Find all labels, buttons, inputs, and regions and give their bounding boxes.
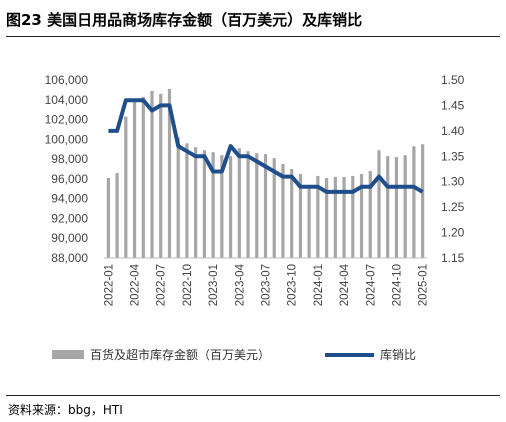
x-axis: 2022-01 2022-04 2022-07 2022-10 2023-01 2023-… bbox=[103, 257, 430, 306]
right-y-tick-label: 1.45 bbox=[441, 98, 465, 112]
x-tick-label: 2023-07 bbox=[261, 264, 273, 306]
legend-label-inventory: 百货及超市库存金额（百万美元） bbox=[90, 347, 270, 362]
bar bbox=[368, 170, 372, 258]
bar bbox=[403, 155, 407, 258]
right-y-tick-label: 1.25 bbox=[441, 200, 465, 214]
bar bbox=[176, 137, 180, 258]
bar bbox=[228, 156, 233, 258]
x-tick-label: 2025-01 bbox=[418, 264, 430, 306]
bar bbox=[194, 147, 198, 258]
bar bbox=[202, 150, 206, 258]
bar-series bbox=[106, 88, 425, 259]
left-y-tick-label: 104,000 bbox=[45, 93, 89, 107]
x-tick-label: 2023-01 bbox=[208, 264, 220, 306]
left-y-tick-label: 106,000 bbox=[45, 73, 89, 87]
legend-swatch-inventory bbox=[52, 350, 84, 359]
bar bbox=[124, 116, 128, 258]
bar bbox=[255, 153, 259, 258]
source-note: 资料来源：bbg，HTI bbox=[8, 403, 123, 417]
bar bbox=[159, 93, 163, 258]
bar bbox=[141, 96, 145, 258]
chart-title: 图23 美国日用品商场库存金额（百万美元）及库销比 bbox=[6, 11, 363, 29]
x-tick-label: 2023-04 bbox=[234, 263, 246, 306]
bar bbox=[150, 90, 154, 258]
bar bbox=[290, 169, 294, 258]
x-tick-label: 2024-07 bbox=[365, 264, 377, 306]
right-y-tick-label: 1.50 bbox=[441, 73, 465, 87]
x-tick-label: 2024-04 bbox=[339, 263, 351, 306]
bar bbox=[246, 151, 250, 258]
bar bbox=[185, 143, 189, 258]
bar bbox=[351, 175, 355, 258]
left-y-tick-label: 90,000 bbox=[51, 231, 88, 245]
x-tick-label: 2024-01 bbox=[313, 264, 325, 306]
title-divider bbox=[6, 36, 500, 37]
bar bbox=[342, 176, 346, 258]
bar bbox=[359, 173, 364, 258]
bar bbox=[167, 88, 172, 259]
bar bbox=[132, 100, 137, 259]
bar bbox=[394, 157, 399, 258]
bar bbox=[325, 177, 329, 258]
x-tick-label: 2024-10 bbox=[391, 264, 403, 306]
right-y-tick-label: 1.30 bbox=[441, 175, 465, 189]
x-tick-label: 2022-04 bbox=[130, 263, 142, 306]
left-y-tick-label: 102,000 bbox=[45, 113, 89, 127]
bar bbox=[333, 176, 337, 258]
left-y-tick-label: 98,000 bbox=[51, 152, 88, 166]
bar bbox=[377, 150, 381, 258]
right-y-tick-label: 1.40 bbox=[441, 124, 465, 138]
ratio-line bbox=[108, 98, 424, 194]
x-tick-label: 2022-10 bbox=[182, 264, 194, 306]
right-y-axis: 1.15 1.20 1.25 1.30 1.35 1.40 1.45 1.50 bbox=[441, 73, 465, 265]
footer-divider bbox=[6, 395, 500, 396]
bar bbox=[263, 154, 268, 258]
left-y-tick-label: 92,000 bbox=[51, 211, 88, 225]
right-y-tick-label: 1.15 bbox=[441, 251, 465, 265]
bar bbox=[298, 173, 303, 258]
legend: 百货及超市库存金额（百万美元） 库销比 bbox=[52, 347, 416, 362]
bar bbox=[220, 155, 224, 258]
right-y-tick-label: 1.35 bbox=[441, 149, 465, 163]
left-y-tick-label: 88,000 bbox=[51, 251, 88, 265]
chart-canvas: 88,000 90,000 92,000 94,000 96,000 98,000 100,… bbox=[45, 73, 465, 362]
bar bbox=[316, 175, 320, 258]
left-y-axis: 88,000 90,000 92,000 94,000 96,000 98,000 100,… bbox=[45, 73, 89, 265]
left-y-tick-label: 94,000 bbox=[51, 192, 88, 206]
bar bbox=[211, 152, 215, 258]
x-tick-label: 2022-07 bbox=[156, 264, 168, 306]
bar bbox=[237, 148, 241, 258]
x-tick-label: 2022-01 bbox=[103, 264, 115, 306]
bar bbox=[272, 158, 276, 258]
bar bbox=[421, 144, 425, 258]
legend-label-ratio: 库销比 bbox=[380, 347, 416, 362]
bar bbox=[307, 188, 311, 258]
bar bbox=[386, 156, 390, 258]
x-tick-label: 2023-10 bbox=[287, 264, 299, 306]
bar bbox=[412, 146, 416, 258]
bar bbox=[281, 164, 285, 258]
right-y-tick-label: 1.20 bbox=[441, 226, 465, 240]
left-y-tick-label: 96,000 bbox=[51, 172, 88, 186]
bar bbox=[106, 177, 110, 258]
left-y-tick-label: 100,000 bbox=[45, 132, 89, 146]
bar bbox=[115, 172, 119, 258]
